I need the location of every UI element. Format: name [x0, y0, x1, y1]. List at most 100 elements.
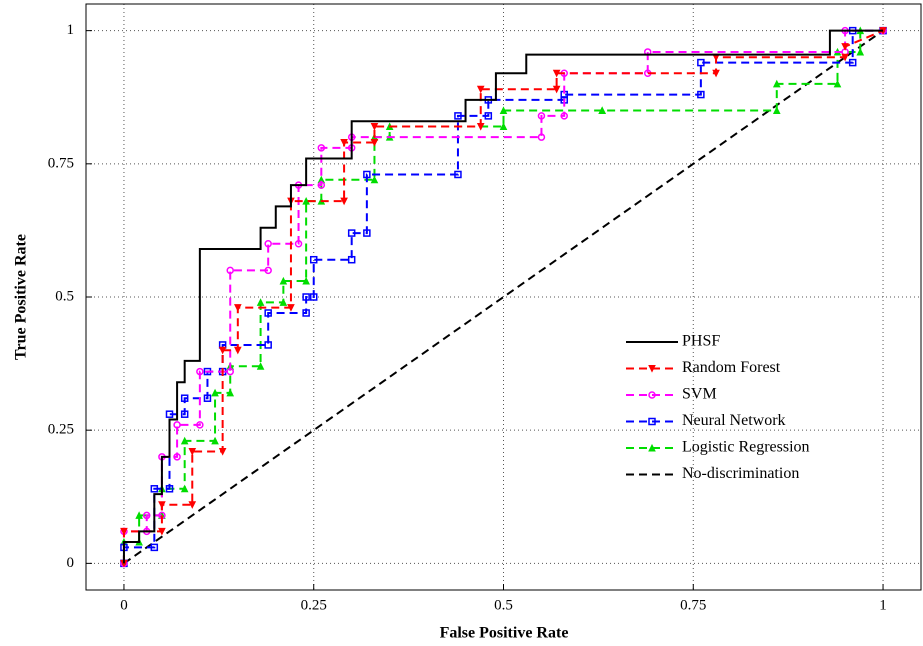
series-line [122, 29, 884, 564]
point-marker [211, 388, 219, 397]
plot-frame [85, 3, 922, 591]
point-marker [302, 309, 310, 317]
point-marker [648, 391, 656, 399]
point-marker [264, 341, 272, 349]
point-marker [158, 501, 166, 509]
point-marker [173, 453, 181, 461]
point-marker [226, 388, 235, 397]
point-marker [234, 346, 242, 355]
point-marker [499, 122, 508, 131]
point-marker [279, 298, 288, 306]
point-marker [165, 485, 174, 493]
point-marker [302, 196, 310, 205]
point-marker [363, 170, 371, 179]
point-marker [841, 43, 849, 51]
point-marker [302, 293, 310, 301]
point-marker [772, 106, 781, 115]
point-marker [370, 139, 379, 147]
point-marker [697, 90, 705, 99]
point-marker [180, 410, 189, 418]
y-tick-label: 1 [67, 22, 75, 38]
point-marker [848, 58, 857, 67]
point-marker [340, 139, 348, 147]
legend-label: Random Forest [682, 359, 781, 376]
point-marker [264, 239, 272, 248]
point-marker [552, 85, 561, 94]
point-marker [180, 394, 189, 402]
point-marker [772, 79, 781, 88]
point-marker [150, 485, 159, 493]
y-tick-label: 0.5 [55, 288, 74, 304]
point-marker [454, 170, 462, 179]
x-axis-label: False Positive Rate [440, 625, 569, 642]
point-marker [120, 527, 128, 536]
point-marker [309, 293, 318, 301]
point-marker [226, 367, 234, 376]
legend: PHSF Random Forest SVM Neural Network Logist… [626, 333, 810, 482]
point-marker [218, 346, 227, 355]
point-marker [454, 112, 462, 120]
point-marker [188, 447, 197, 456]
point-marker [211, 436, 219, 445]
x-tick-label: 0 [120, 597, 128, 613]
series-line [123, 29, 884, 565]
point-marker [317, 144, 326, 152]
point-marker [648, 365, 656, 373]
legend-label: SVM [682, 386, 717, 403]
point-marker [648, 417, 656, 426]
point-marker [833, 79, 842, 88]
point-marker [856, 47, 865, 56]
point-marker [196, 421, 204, 429]
point-marker [697, 58, 705, 67]
x-tick-label: 0.5 [494, 597, 513, 613]
point-marker [203, 394, 212, 402]
point-marker [340, 197, 348, 206]
point-marker [226, 266, 234, 275]
point-marker [537, 133, 546, 141]
y-axis-label: True Positive Rate [13, 234, 30, 360]
series-line [122, 29, 884, 564]
point-marker [476, 85, 485, 94]
y-tick-label: 0.75 [48, 155, 74, 171]
point-marker [347, 229, 356, 237]
point-marker [279, 276, 288, 285]
point-marker [294, 239, 303, 248]
point-marker [158, 527, 166, 536]
legend-label: No-discrimination [682, 465, 799, 482]
point-marker [476, 123, 485, 131]
point-marker [196, 367, 204, 376]
legend-label: Neural Network [682, 412, 786, 429]
point-marker [598, 106, 606, 115]
point-marker [370, 123, 379, 131]
x-tick-label: 1 [879, 597, 887, 613]
y-tick-label: 0 [67, 555, 75, 571]
point-marker [537, 112, 546, 120]
point-marker [142, 511, 151, 520]
x-tick-label: 0.75 [680, 597, 706, 613]
point-marker [188, 501, 197, 509]
point-marker [173, 421, 181, 429]
legend-label: Logistic Regression [682, 439, 810, 456]
series-line [122, 29, 884, 564]
point-marker [499, 106, 508, 115]
point-marker [370, 175, 379, 184]
x-tick-label: 0.25 [301, 597, 327, 613]
point-marker [256, 362, 265, 370]
point-marker [484, 112, 493, 120]
point-marker [560, 112, 568, 120]
legend-label: PHSF [682, 333, 720, 350]
point-marker [309, 255, 318, 264]
point-marker [302, 276, 310, 285]
point-marker [165, 410, 174, 418]
point-marker [841, 53, 849, 62]
point-marker [180, 436, 189, 445]
point-marker [264, 266, 272, 275]
point-marker [150, 543, 159, 552]
point-marker [218, 447, 227, 456]
point-marker [180, 484, 189, 493]
point-marker [648, 443, 656, 452]
point-marker [317, 181, 326, 189]
point-marker [234, 304, 242, 312]
point-marker [363, 229, 371, 237]
